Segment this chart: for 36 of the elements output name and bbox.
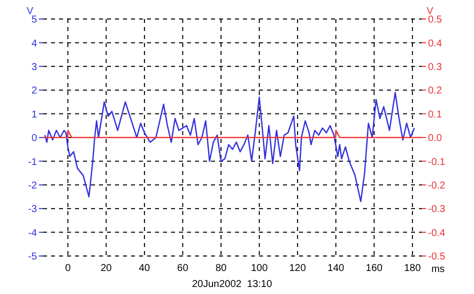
y2-axis-title: V [426, 6, 434, 17]
x-tick-label: 60 [177, 263, 189, 274]
y2-tick-label: 0.4 [428, 38, 442, 50]
x-tick-label: 140 [328, 263, 345, 274]
y2-tick-label: 0.2 [428, 86, 442, 97]
x-tick-label: 160 [366, 263, 383, 274]
y2-tick-label: -0.3 [428, 204, 446, 216]
x-tick-label: 120 [289, 263, 306, 274]
x-tick-label: 40 [138, 263, 150, 274]
y-tick-label: -5 [28, 252, 38, 263]
y2-tick-label: 0.1 [428, 109, 442, 120]
y2-tick-label: 0.0 [428, 133, 442, 144]
x-axis-title: ms [431, 264, 445, 275]
text: 20Jun2002 13:10 [192, 279, 272, 290]
y-tick-label: -3 [28, 204, 38, 216]
y2-tick-label: -0.5 [428, 252, 446, 263]
y-tick-label: 1 [31, 109, 38, 120]
y2-tick-label: 0.3 [428, 62, 442, 73]
y-tick-label: -4 [28, 228, 38, 239]
x-tick-label: 80 [215, 263, 228, 274]
y2-tick-label: 0.5 [428, 14, 442, 26]
y2-tick-label: -0.4 [428, 228, 446, 239]
y-tick-label: 2 [31, 86, 38, 97]
y-tick-label: -1 [28, 156, 38, 168]
x-tick-label: 0 [65, 263, 72, 274]
y-tick-label: -2 [28, 180, 38, 192]
y-tick-label: 3 [31, 62, 38, 73]
x-tick-label: 20 [100, 263, 112, 274]
x-tick-label: 180 [404, 263, 422, 274]
y-tick-label: 4 [31, 38, 38, 50]
x-tick-label: 100 [250, 263, 268, 274]
y-axis-title: V [26, 6, 34, 17]
y-tick-label: 5 [31, 14, 38, 26]
y-tick-label: 0 [31, 133, 38, 144]
y2-tick-label: -0.2 [428, 180, 446, 192]
y2-tick-label: -0.1 [428, 156, 446, 168]
